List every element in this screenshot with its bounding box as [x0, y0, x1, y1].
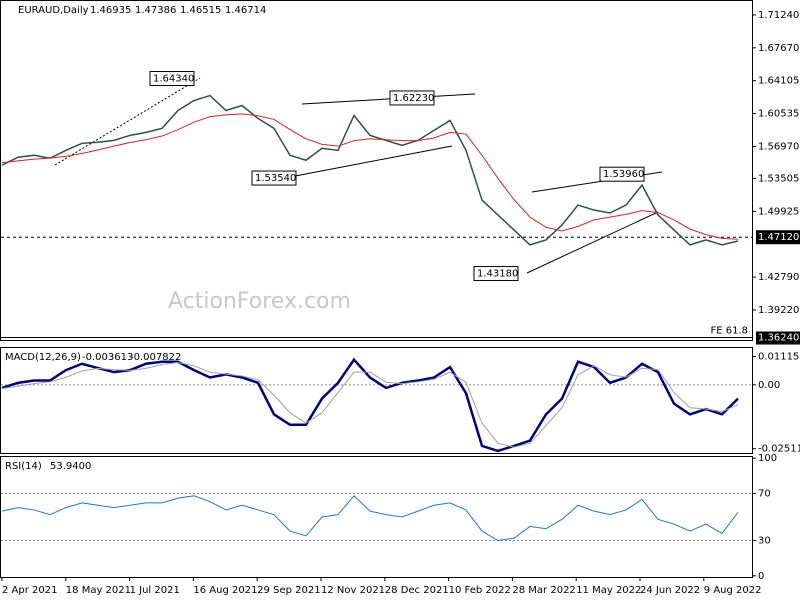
- x-tick-label: 1 Jul 2021: [130, 585, 180, 596]
- ohlc-high: 1.47386: [135, 5, 176, 16]
- series-line: [1, 495, 739, 542]
- watermark: ActionForex.com: [168, 289, 351, 314]
- macd-title: MACD(12,26,9): [5, 352, 81, 363]
- trend-line: [54, 77, 201, 166]
- y-tick-label: 1.56970: [758, 141, 799, 152]
- x-tick-label: 10 Feb 2022: [449, 585, 511, 596]
- y-tick-label: 0: [758, 571, 764, 582]
- rsi-frame: [0, 456, 753, 578]
- x-tick-label: 9 Aug 2022: [704, 585, 762, 596]
- target-box: [756, 331, 800, 345]
- annotation-label: 1.53960: [603, 169, 644, 180]
- macd-readout: -0.003613: [82, 352, 133, 363]
- target-name: FE 61.8: [710, 326, 748, 337]
- y-tick-label: 0.011156: [758, 352, 800, 363]
- annotation-box: [149, 71, 195, 87]
- price-title: EURAUD,Daily: [18, 5, 89, 16]
- y-tick-label: 1.67670: [758, 43, 799, 54]
- y-tick-label: 1.60535: [758, 109, 799, 120]
- y-tick-label: 1.64105: [758, 76, 799, 87]
- x-tick-label: 28 Dec 2021: [385, 585, 449, 596]
- ohlc-close: 1.46714: [225, 5, 266, 16]
- y-tick-label: 100: [758, 453, 777, 464]
- series-line: [1, 361, 739, 448]
- annotation-label: 1.43180: [477, 269, 518, 280]
- current-price-label: 1.47120: [758, 232, 799, 243]
- annotation-box: [251, 170, 297, 186]
- series-line: [1, 357, 739, 453]
- y-tick-label: 1.71240: [758, 10, 799, 21]
- y-tick-label: 1.53505: [758, 173, 799, 184]
- trend-line: [289, 145, 453, 178]
- y-tick-label: 30: [758, 536, 771, 547]
- price-frame: [0, 0, 753, 341]
- x-tick-label: 29 Sep 2021: [257, 585, 320, 596]
- ohlc-low: 1.46515: [180, 5, 221, 16]
- annotation-label: 1.62230: [393, 93, 434, 104]
- annotation-box: [599, 166, 645, 182]
- series-line: [1, 94, 739, 246]
- annotation-label: 1.64340: [153, 74, 194, 85]
- y-tick-label: 1.39220: [758, 305, 799, 316]
- trend-line: [526, 211, 659, 274]
- y-tick-label: 1.42790: [758, 272, 799, 283]
- x-tick-label: 2 Apr 2021: [2, 585, 57, 596]
- y-tick-label: -0.025117: [758, 444, 800, 455]
- ohlc-open: 1.46935: [90, 5, 131, 16]
- current-price-box: [756, 230, 800, 245]
- y-tick-label: 70: [758, 488, 771, 499]
- target-label: 1.36240: [758, 333, 799, 344]
- trend-line: [301, 93, 476, 105]
- annotation-label: 1.53540: [255, 173, 296, 184]
- x-tick-label: 24 Jun 2022: [640, 585, 700, 596]
- y-tick-label: 0.00: [758, 380, 780, 391]
- series-line: [1, 113, 739, 240]
- signal-readout: -0.007822: [130, 352, 181, 363]
- x-tick-label: 28 Mar 2022: [512, 585, 575, 596]
- x-tick-label: 16 Aug 2021: [193, 585, 257, 596]
- macd-frame: [0, 347, 753, 454]
- rsi-title: RSI(14): [5, 461, 42, 472]
- trend-lines: [54, 77, 663, 274]
- x-tick-label: 18 May 2021: [66, 585, 131, 596]
- y-tick-label: 1.49925: [758, 206, 799, 217]
- annotation-box: [473, 266, 519, 282]
- rsi-readout: 53.9400: [50, 461, 91, 472]
- annotation-box: [389, 90, 435, 106]
- x-tick-label: 11 May 2022: [576, 585, 641, 596]
- x-tick-label: 12 Nov 2021: [321, 585, 385, 596]
